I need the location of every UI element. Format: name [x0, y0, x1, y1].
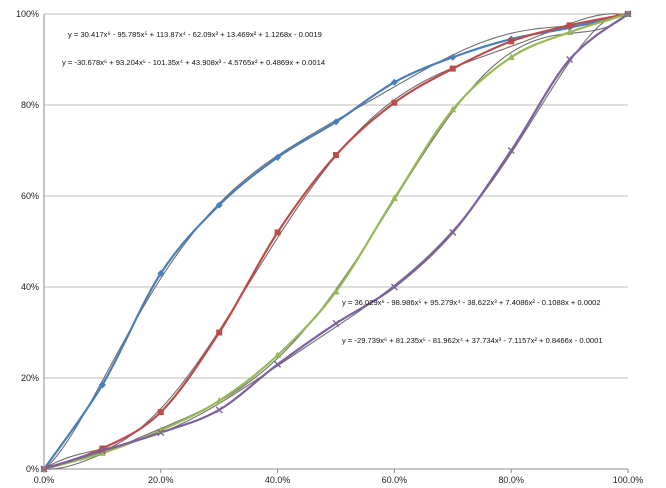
y-axis-ticks: 0% 20% 40% 60% 80% 100% — [16, 9, 39, 474]
trendline-3 — [43, 13, 629, 470]
series-4-point — [624, 10, 632, 18]
series-2-point — [566, 22, 573, 29]
series-3-point — [507, 53, 515, 61]
series-2-point — [508, 38, 515, 45]
x-tick-label: 20.0% — [148, 475, 174, 485]
series-3-point — [274, 351, 282, 359]
y-tick-label: 0% — [26, 464, 39, 474]
series-2-point — [274, 229, 281, 236]
series-4-point — [40, 465, 48, 473]
x-axis-ticks: 0.0% 20.0% 40.0% 60.0% 80.0% 100.0% — [34, 475, 644, 485]
series-1-point — [215, 201, 223, 209]
series-2-point — [157, 409, 164, 416]
series-4-point — [157, 429, 165, 437]
series-2-line — [43, 12, 629, 471]
series-3-point — [215, 396, 223, 404]
series-4-point — [507, 147, 515, 154]
series-3-point — [332, 287, 340, 295]
markers-layer — [40, 10, 632, 473]
series-2-point — [391, 99, 398, 106]
series-1-point — [390, 78, 398, 86]
series-1-point — [98, 381, 106, 389]
series-2-point — [449, 65, 456, 72]
series-4-point — [449, 228, 457, 236]
x-tick-label: 40.0% — [265, 475, 291, 485]
x-tick-label: 60.0% — [382, 475, 408, 485]
series-4-line — [43, 13, 629, 471]
trendline-1 — [43, 10, 629, 471]
trendlines — [43, 10, 629, 471]
series-4-point — [566, 56, 574, 63]
series-4-point — [215, 406, 223, 414]
y-tick-label: 40% — [21, 282, 39, 292]
y-tick-label: 100% — [16, 9, 39, 19]
series-3-point — [390, 194, 398, 202]
y-tick-label: 80% — [21, 100, 39, 110]
series-1-point — [274, 153, 282, 161]
series-1-point — [157, 269, 165, 277]
series-3-point — [98, 449, 106, 456]
equation-series-1: y = 30.417x⁶ - 95.785x⁵ + 113.87x⁴ - 62.… — [68, 30, 322, 39]
series-layer — [43, 12, 629, 471]
series-3-point — [566, 28, 574, 35]
series-1-point — [449, 53, 457, 61]
series-4-point — [390, 283, 398, 291]
series-1-line — [43, 12, 629, 470]
equation-series-4: y = -29.739x⁶ + 81.235x⁵ - 81.962x⁴ + 37… — [342, 336, 603, 345]
series-2-point — [99, 445, 106, 452]
x-tick-label: 80.0% — [498, 475, 524, 485]
series-3-line — [43, 12, 629, 471]
y-tick-label: 20% — [21, 373, 39, 383]
equation-series-2: y = -30.678x⁶ + 93.204x⁵ - 101.35x⁴ + 43… — [62, 58, 325, 67]
gridlines — [44, 13, 628, 379]
axes — [43, 14, 629, 473]
series-4-point — [98, 447, 106, 455]
y-tick-label: 60% — [21, 191, 39, 201]
x-tick-label: 0.0% — [34, 475, 55, 485]
series-4-point — [274, 360, 282, 368]
series-2-point — [216, 329, 223, 336]
series-2-point — [333, 152, 339, 159]
trendline-4 — [43, 13, 629, 470]
equation-series-3: y = 36.029x⁶ - 98.986x⁵ + 95.279x⁴ - 38.… — [342, 298, 601, 307]
series-1-point — [332, 118, 340, 126]
trendline-2 — [43, 13, 629, 469]
series-4-point — [332, 319, 340, 327]
series-3-point — [449, 105, 457, 113]
x-tick-label: 100.0% — [613, 475, 644, 485]
